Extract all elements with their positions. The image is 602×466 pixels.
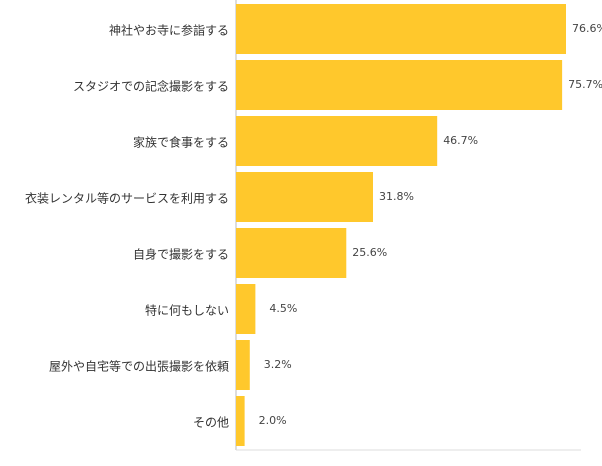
value-label: 3.2% xyxy=(264,358,292,371)
bar xyxy=(236,4,566,54)
value-label: 31.8% xyxy=(379,190,414,203)
category-label: 屋外や自宅等での出張撮影を依頼 xyxy=(49,359,229,374)
bar xyxy=(236,340,250,390)
bar xyxy=(236,284,256,334)
value-label: 76.6% xyxy=(572,22,602,35)
value-label: 25.6% xyxy=(352,246,387,259)
category-label: 神社やお寺に参詣する xyxy=(109,23,229,38)
bar xyxy=(236,228,347,278)
category-label: その他 xyxy=(193,416,229,430)
category-label: 自身で撮影をする xyxy=(133,247,229,262)
category-label: スタジオでの記念撮影をする xyxy=(73,79,229,94)
value-label: 46.7% xyxy=(443,134,478,147)
value-label: 4.5% xyxy=(269,302,297,315)
value-label: 2.0% xyxy=(259,414,287,427)
bar xyxy=(236,60,563,110)
category-label: 衣装レンタル等のサービスを利用する xyxy=(25,191,229,206)
category-label: 特に何もしない xyxy=(145,303,229,318)
bar xyxy=(236,396,245,446)
bar xyxy=(236,116,438,166)
value-label: 75.7% xyxy=(568,78,602,91)
category-label: 家族で食事をする xyxy=(133,135,229,150)
bar xyxy=(236,172,373,222)
